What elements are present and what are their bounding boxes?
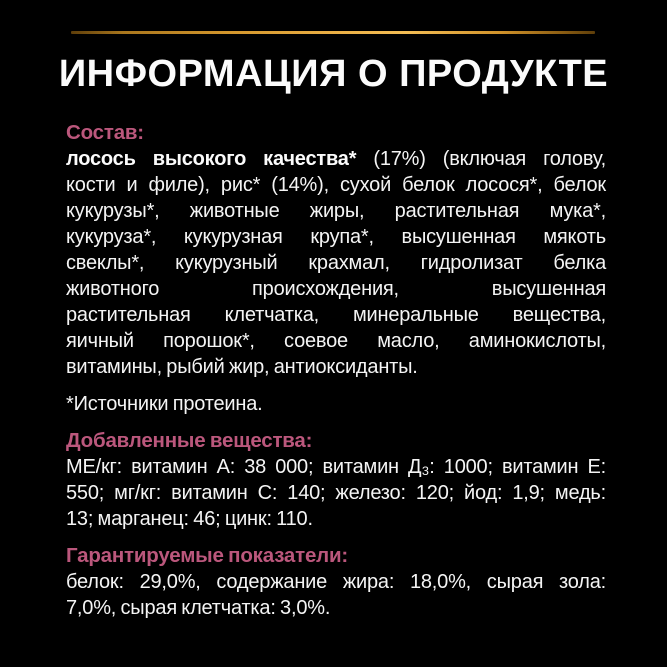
composition-paragraph: лосось высокого качества* (17%) (включая… [66, 146, 606, 380]
text-line: МЕ/кг: витамин А: 38 000; витамин Д₃: 10… [66, 456, 606, 478]
text-line: яичный порошок*, соевое масло, аминокисл… [66, 330, 606, 352]
gold-divider-line [71, 31, 595, 34]
composition-heading: Состав: [66, 121, 144, 144]
text-line: 7,0%, сырая клетчатка: 3,0%. [66, 597, 331, 619]
text-line: кости и филе), рис* (14%), сухой белок л… [66, 174, 606, 196]
protein-sources-footnote: *Источники протеина. [66, 393, 263, 415]
guaranteed-heading: Гарантируемые показатели: [66, 544, 349, 567]
text-line: витамины, рыбий жир, антиоксиданты. [66, 356, 418, 378]
text-line: кукурузы*, животные жиры, растительная м… [66, 200, 606, 222]
product-info-content: Состав: лосось высокого качества* (17%) … [66, 120, 606, 621]
text-line: 550; мг/кг: витамин С: 140; железо: 120;… [66, 482, 606, 504]
composition-lines: кости и филе), рис* (14%), сухой белок л… [66, 172, 606, 380]
text-line: растительная клетчатка, минеральные веще… [66, 304, 606, 326]
additives-paragraph: МЕ/кг: витамин А: 38 000; витамин Д₃: 10… [66, 454, 606, 532]
composition-first-line-rest: (17%) (включая голову, [356, 148, 606, 170]
text-line: 13; марганец: 46; цинк: 110. [66, 508, 313, 530]
additives-lines: МЕ/кг: витамин А: 38 000; витамин Д₃: 10… [66, 454, 606, 532]
guaranteed-paragraph: белок: 29,0%, содержание жира: 18,0%, сы… [66, 569, 606, 621]
page-title: ИНФОРМАЦИЯ О ПРОДУКТЕ [58, 53, 609, 95]
guaranteed-lines: белок: 29,0%, содержание жира: 18,0%, сы… [66, 569, 606, 621]
composition-bold-ingredient: лосось высокого качества* [66, 148, 357, 170]
text-line: животного происхождения, высушенная [66, 278, 606, 300]
composition-first-line: лосось высокого качества* (17%) (включая… [66, 146, 606, 172]
additives-heading: Добавленные вещества: [66, 429, 313, 452]
text-line: белок: 29,0%, содержание жира: 18,0%, сы… [66, 571, 606, 593]
text-line: свеклы*, кукурузный крахмал, гидролизат … [66, 252, 606, 274]
text-line: кукуруза*, кукурузная крупа*, высушенная… [66, 226, 606, 248]
